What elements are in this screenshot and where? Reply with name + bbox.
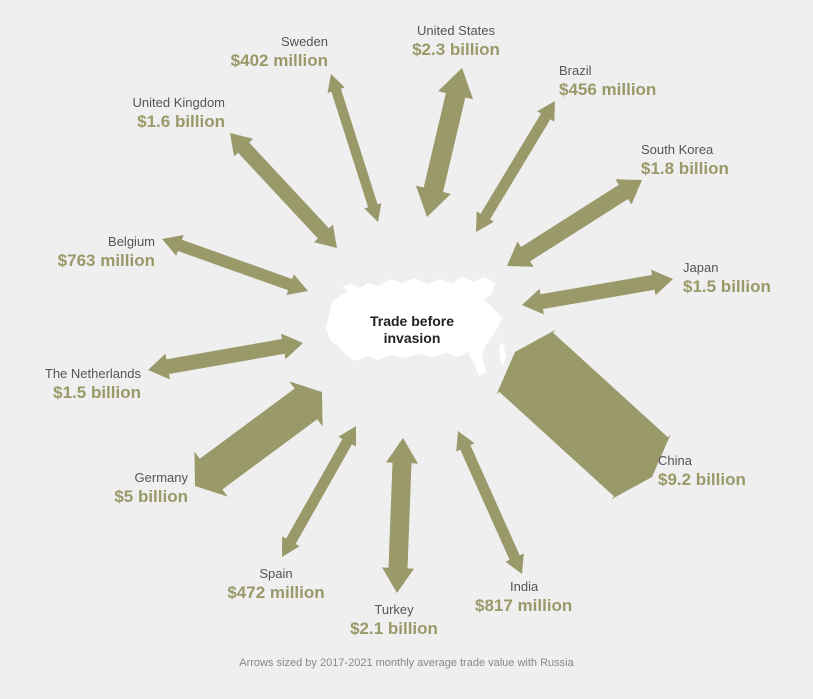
arrow-sweden bbox=[327, 74, 382, 222]
label-japan: Japan $1.5 billion bbox=[683, 260, 771, 297]
arrow-united-states bbox=[415, 68, 474, 217]
arrow-brazil bbox=[476, 101, 555, 232]
arrow-the-netherlands bbox=[148, 333, 303, 380]
arrow-india bbox=[456, 431, 524, 574]
label-germany: Germany $5 billion bbox=[114, 470, 188, 507]
label-turkey: Turkey $2.1 billion bbox=[334, 602, 454, 639]
partner-name: Sweden bbox=[281, 34, 328, 49]
partner-value: $5 billion bbox=[114, 487, 188, 506]
label-india: India $817 million bbox=[475, 579, 572, 616]
arrow-belgium bbox=[162, 235, 308, 295]
partner-value: $1.5 billion bbox=[53, 383, 141, 402]
partner-name: China bbox=[658, 453, 692, 468]
footnote: Arrows sized by 2017-2021 monthly averag… bbox=[239, 657, 574, 669]
arrow-spain bbox=[282, 426, 356, 557]
partner-value: $763 million bbox=[57, 251, 155, 270]
label-brazil: Brazil $456 million bbox=[559, 63, 656, 100]
partner-name: The Netherlands bbox=[44, 366, 141, 381]
arrow-united-kingdom bbox=[230, 133, 337, 248]
arrow-south-korea bbox=[507, 179, 642, 267]
arrows bbox=[148, 68, 673, 593]
partner-name: United Kingdom bbox=[132, 95, 226, 110]
label-spain: Spain $472 million bbox=[216, 566, 336, 603]
arrow-china bbox=[496, 329, 671, 500]
label-south-korea: South Korea $1.8 billion bbox=[641, 142, 729, 179]
partner-value: $472 million bbox=[227, 583, 325, 602]
partner-name: Germany bbox=[134, 470, 188, 485]
partner-name: Turkey bbox=[374, 602, 414, 617]
partner-value: $456 million bbox=[559, 80, 657, 99]
partner-value: $1.6 billion bbox=[137, 112, 225, 131]
label-china: China $9.2 billion bbox=[658, 453, 746, 490]
partner-value: $2.1 billion bbox=[350, 619, 438, 638]
arrow-japan bbox=[522, 269, 673, 315]
label-united-states: United States $2.3 billion bbox=[396, 23, 516, 60]
partner-name: India bbox=[510, 579, 539, 594]
partner-value: $1.8 billion bbox=[641, 159, 729, 178]
partner-value: $2.3 billion bbox=[412, 40, 500, 59]
partner-value: $402 million bbox=[230, 51, 328, 70]
label-sweden: Sweden $402 million bbox=[231, 34, 328, 71]
label-belgium: Belgium $763 million bbox=[58, 234, 155, 271]
partner-name: United States bbox=[416, 23, 496, 38]
partner-name: Belgium bbox=[108, 234, 155, 249]
partner-value: $1.5 billion bbox=[683, 277, 771, 296]
partner-name: Spain bbox=[259, 566, 293, 581]
sakhalin-island bbox=[499, 343, 506, 366]
partner-name: Japan bbox=[683, 260, 719, 275]
center-label: Trade before invasion bbox=[369, 313, 455, 346]
label-the-netherlands: The Netherlands $1.5 billion bbox=[45, 366, 141, 403]
partner-name: South Korea bbox=[641, 142, 714, 157]
arrow-turkey bbox=[382, 438, 418, 593]
partner-value: $9.2 billion bbox=[658, 470, 746, 489]
label-united-kingdom: United Kingdom $1.6 billion bbox=[133, 95, 226, 132]
partner-name: Brazil bbox=[559, 63, 592, 78]
arrow-germany bbox=[194, 381, 323, 497]
partner-value: $817 million bbox=[475, 596, 573, 615]
russia-map bbox=[326, 277, 502, 376]
